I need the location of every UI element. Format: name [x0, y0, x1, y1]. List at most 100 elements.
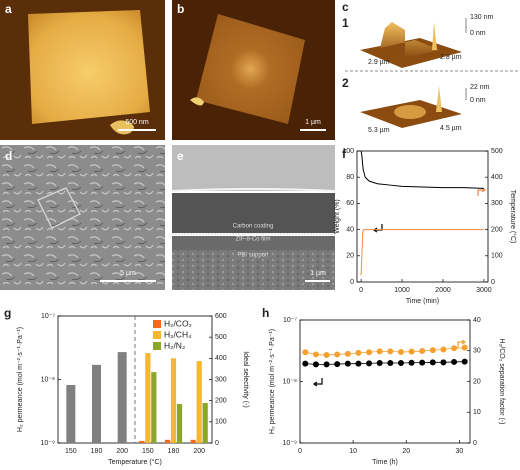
y-tick-label: 10⁻⁹	[41, 440, 55, 447]
y2-tick-label: 20	[473, 378, 481, 385]
point	[355, 349, 362, 356]
point	[451, 345, 458, 352]
bar	[66, 384, 76, 443]
y2-tick-label: 500	[215, 334, 227, 341]
width-label: 2.8 µm	[440, 54, 462, 61]
y2-tick-label: 100	[215, 419, 227, 426]
y2-tick-label: 40	[473, 317, 481, 324]
height-label: 0 nm	[470, 97, 486, 104]
afm-peak	[436, 86, 442, 112]
x-tick-label: 200	[193, 448, 205, 455]
panel-a: 500 nm a	[0, 0, 165, 140]
layer-label: PBI support	[237, 253, 269, 259]
y2-tick-label: 30	[473, 348, 481, 355]
height-label: 22 nm	[470, 84, 490, 91]
point	[302, 349, 309, 356]
scale-label: 500 nm	[125, 119, 149, 126]
legend-swatch	[153, 331, 161, 339]
series-line	[305, 347, 465, 356]
panel-label: d	[5, 149, 12, 163]
point	[366, 360, 373, 367]
bar	[145, 353, 151, 443]
inset-number: 1	[342, 16, 349, 30]
y2-tick-label: 400	[491, 174, 503, 181]
y2-tick-label: 400	[215, 355, 227, 362]
series-line	[360, 229, 484, 276]
panel-label: a	[5, 2, 12, 16]
point	[334, 351, 341, 358]
y-tick-label: 80	[346, 174, 354, 181]
point	[334, 361, 341, 368]
y-axis-label: H₂ permeance (mol m⁻²·s⁻¹·Pa⁻¹)	[17, 327, 24, 432]
crystal-outline	[37, 187, 81, 229]
scale-label: 1 µm	[310, 270, 326, 277]
layer-label: Carbon coating	[233, 224, 274, 230]
x-tick-label: 0	[359, 287, 363, 294]
afm-crystal	[380, 22, 440, 58]
width-label: 4.5 µm	[440, 125, 462, 132]
y-tick-label: 100	[342, 148, 354, 155]
y-tick-label: 10⁻⁹	[283, 440, 297, 447]
bar	[170, 358, 177, 443]
y2-tick-label: 300	[215, 376, 227, 383]
y2-axis-label: Ideal selectivity (-)	[242, 351, 249, 407]
panel-label: h	[262, 306, 269, 320]
point	[461, 344, 468, 351]
panel-c: c 1 130 nm 0 nm 2.9 µm 2.8 µm 2 22 nm 0 …	[342, 0, 520, 134]
crystal	[28, 10, 150, 124]
y-tick-label: 10⁻⁸	[283, 378, 297, 385]
x-tick-label: 150	[65, 448, 77, 455]
bar	[117, 352, 127, 443]
x-tick-label: 180	[168, 448, 180, 455]
point	[312, 351, 319, 358]
legend-swatch	[153, 342, 161, 350]
afm-peak	[432, 22, 437, 50]
panel-d: 5 µm d	[0, 145, 165, 290]
y2-axis-label: Temperature (°C)	[509, 190, 517, 244]
support-layer	[172, 250, 335, 290]
panel-b: 1 µm b	[172, 0, 335, 140]
bar	[196, 361, 202, 443]
point	[302, 360, 309, 367]
height-label: 130 nm	[470, 14, 494, 21]
y-tick-label: 0	[350, 279, 354, 286]
legend-label: H₂/N₂	[164, 340, 185, 350]
layer-label: ZIF-8-Co film	[236, 237, 271, 243]
point	[355, 360, 362, 367]
bar	[190, 439, 196, 443]
sem-image	[0, 145, 165, 290]
y-tick-label: 10⁻⁷	[41, 313, 55, 320]
arrow-left	[372, 224, 383, 233]
scale-label: 1 µm	[305, 119, 321, 126]
y2-tick-label: 0	[491, 279, 495, 286]
point	[440, 359, 447, 366]
point	[344, 350, 351, 357]
support-top	[172, 236, 335, 250]
x-tick-label: 2000	[435, 287, 451, 294]
x-axis-label: Time (h)	[372, 459, 398, 466]
y2-tick-label: 600	[215, 313, 227, 320]
point	[312, 361, 319, 368]
point	[387, 359, 394, 366]
point	[323, 361, 330, 368]
debris	[190, 97, 204, 106]
panel-label: c	[342, 0, 349, 14]
bar	[202, 402, 208, 443]
x-tick-label: 1000	[394, 287, 410, 294]
point	[440, 346, 447, 353]
bar	[176, 404, 183, 443]
x-tick-label: 30	[455, 448, 463, 455]
sem-top	[172, 145, 335, 191]
carbon-layer	[172, 193, 335, 233]
legend-label: H₂/CO₂	[164, 318, 192, 328]
point	[387, 348, 394, 355]
y2-axis-label: H₂/CO₂ separation factor (-)	[498, 339, 505, 425]
panel-e: Carbon coating ZIF-8-Co film PBI support…	[171, 145, 336, 290]
bar	[164, 439, 171, 443]
y2-tick-label: 100	[491, 253, 503, 260]
plot-frame	[356, 150, 489, 283]
plot-frame	[299, 319, 471, 444]
y2-tick-label: 0	[215, 440, 219, 447]
series-line	[360, 150, 484, 189]
